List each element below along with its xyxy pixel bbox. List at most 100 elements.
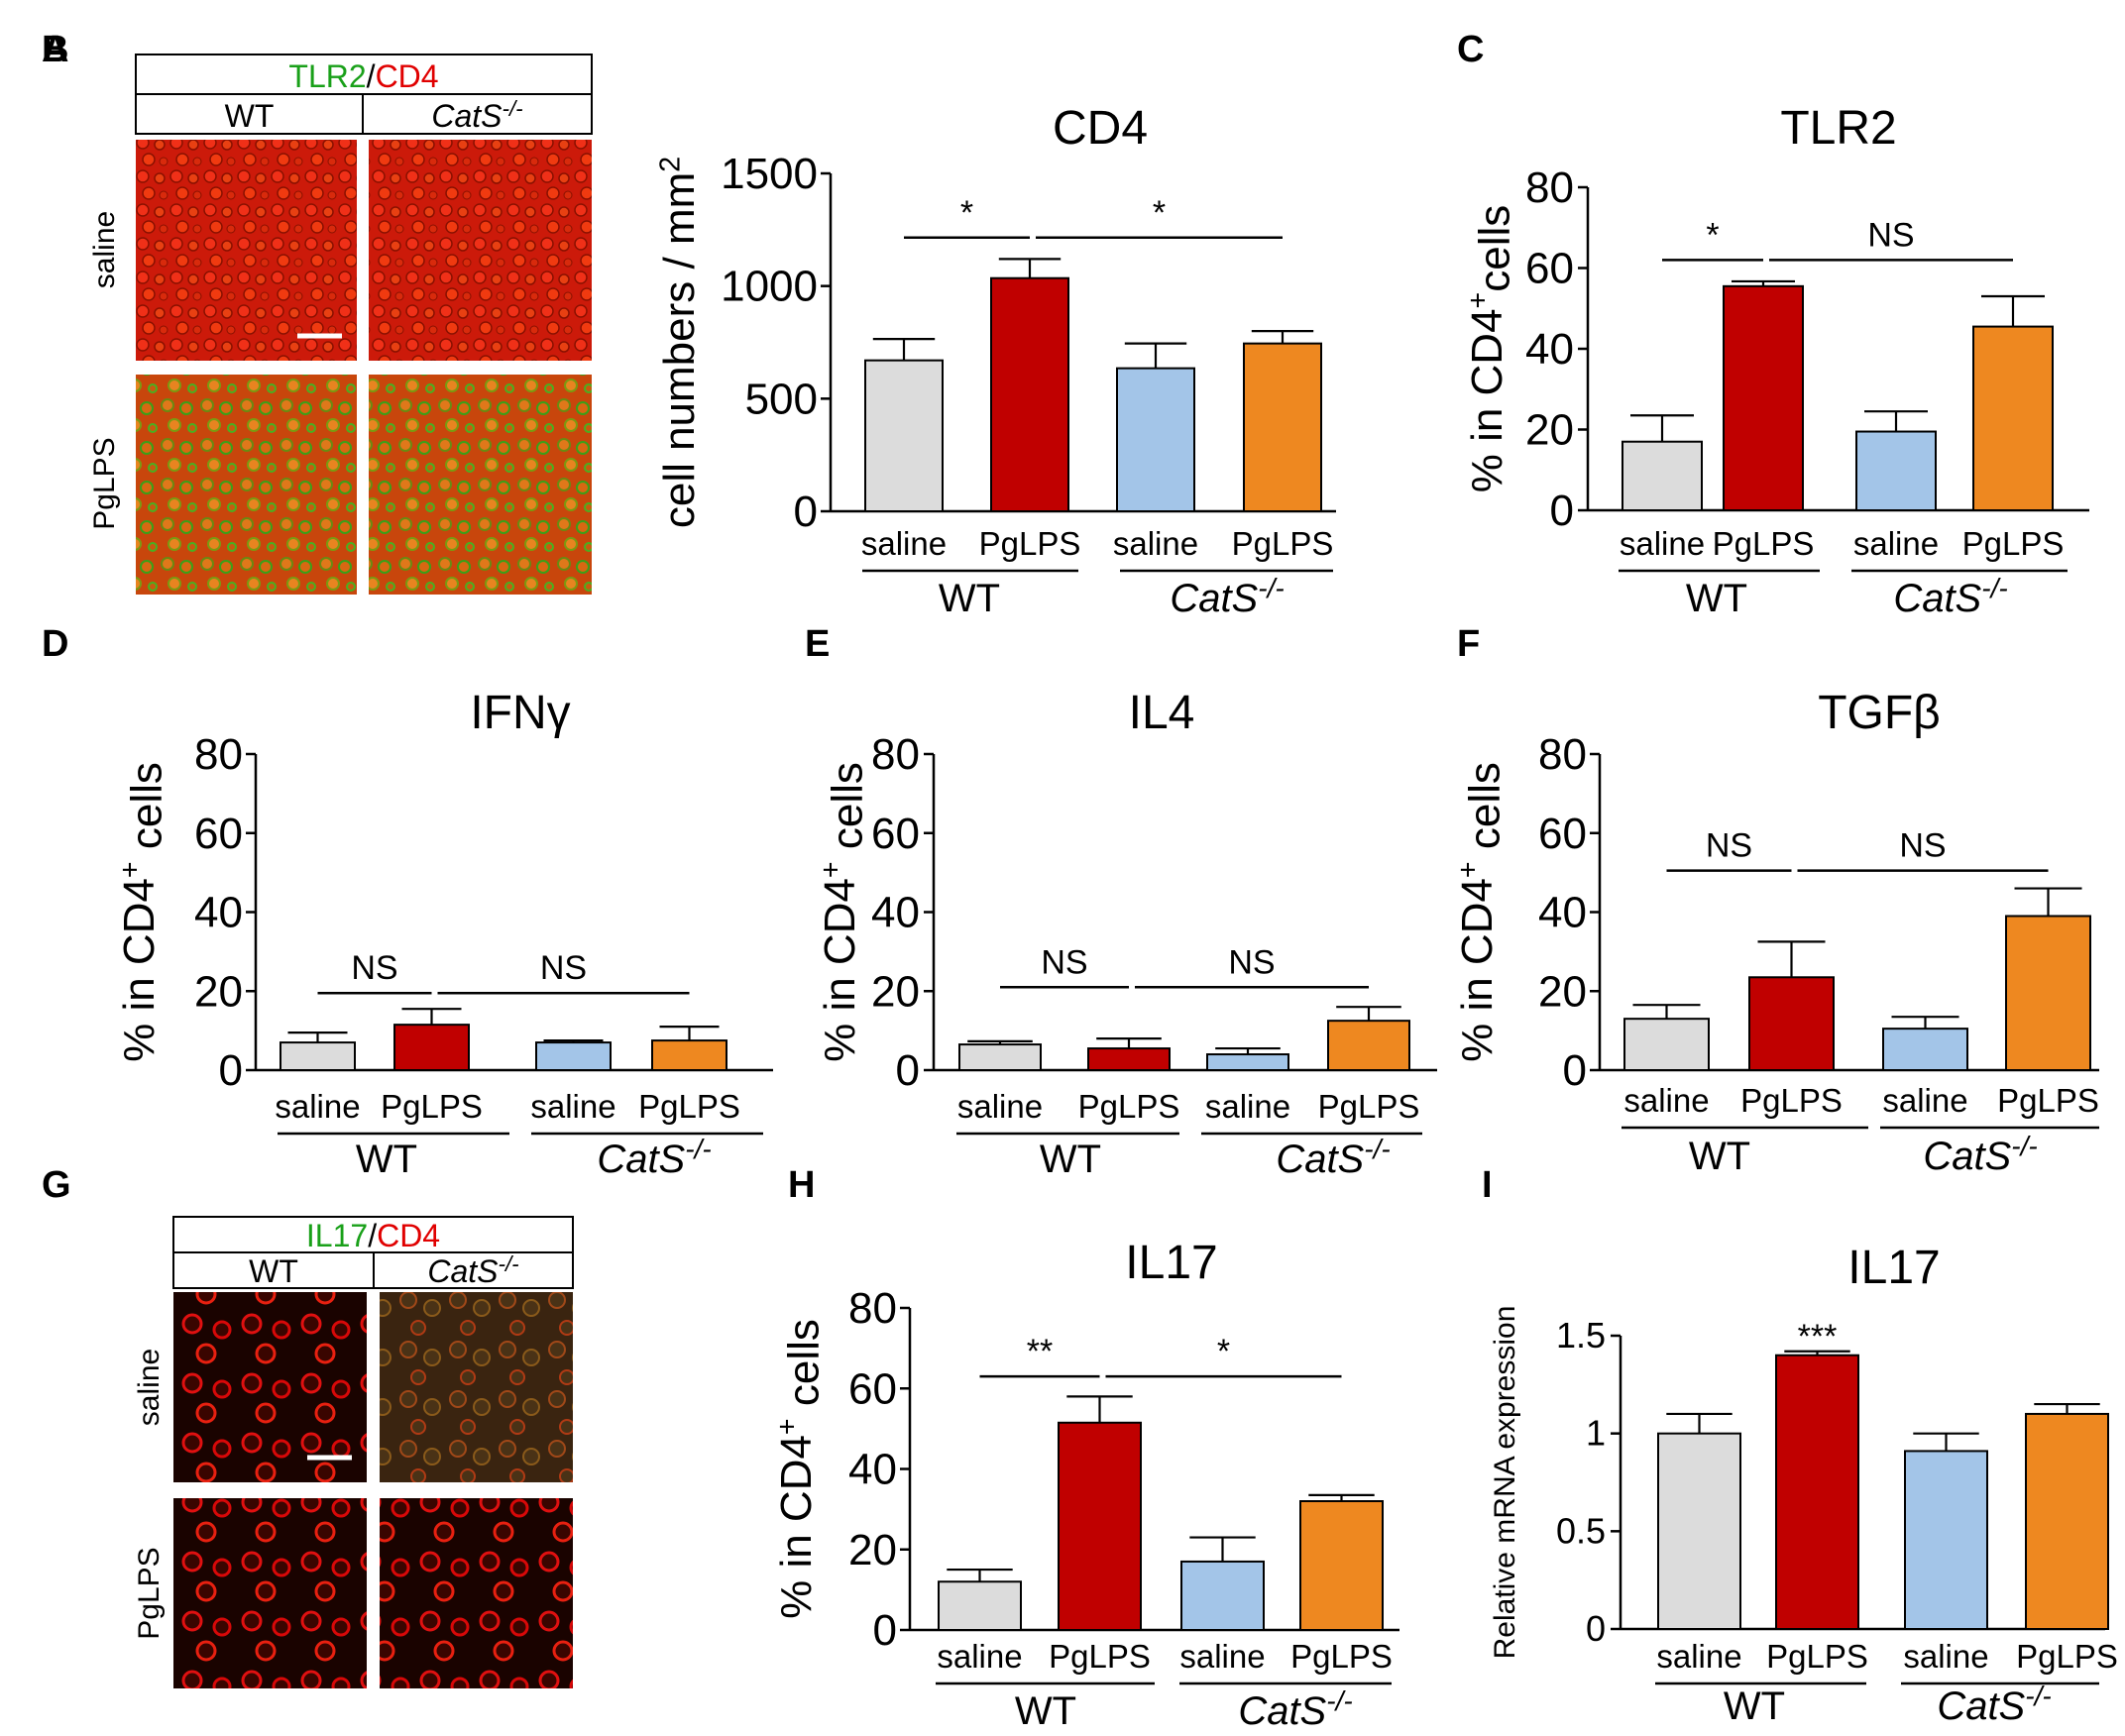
category-label: PgLPS — [1232, 525, 1334, 562]
group-label: WT — [1724, 1684, 1785, 1728]
chart-title: TGFβ — [1818, 687, 1941, 739]
significance-label: * — [1217, 1333, 1230, 1370]
significance-label: NS — [1867, 216, 1914, 254]
bar-3 — [1327, 1020, 1410, 1071]
panel-label-H: H — [788, 1164, 815, 1206]
y-tick-label: 0 — [1550, 487, 1574, 535]
panel-label-F: F — [1457, 623, 1480, 665]
bar-0 — [958, 1043, 1042, 1072]
category-label: saline — [1205, 1088, 1290, 1125]
y-tick-label: 0 — [1563, 1046, 1587, 1095]
chart-title: CD4 — [1053, 102, 1148, 155]
y-tick-label: 0 — [219, 1046, 243, 1095]
chart-D: D IFNγ 0 20 40 60 80 % in CD4+ cells saline PgLPS… — [42, 623, 773, 1181]
chart-H: H IL17 0 20 40 60 80 % in CD4+ cells saline PgLPS… — [772, 1164, 1399, 1733]
category-label: saline — [275, 1088, 360, 1125]
bar-0 — [1622, 440, 1703, 512]
category-label: saline — [937, 1638, 1022, 1675]
significance-label: NS — [1706, 827, 1752, 865]
bar-0 — [1657, 1432, 1741, 1630]
category-label: saline — [1656, 1638, 1741, 1675]
y-tick-label: 80 — [1538, 730, 1587, 779]
bar-3 — [2025, 1412, 2109, 1631]
category-label: saline — [1620, 525, 1705, 562]
category-label: PgLPS — [1318, 1088, 1420, 1125]
bar-1 — [990, 276, 1069, 512]
bar-2 — [1206, 1053, 1289, 1072]
significance-label: * — [1706, 216, 1719, 254]
row-label: saline — [133, 1349, 166, 1426]
bar-2 — [1180, 1560, 1265, 1631]
category-label: saline — [1903, 1638, 1988, 1675]
panel-label-A: A — [42, 29, 68, 70]
chart-title: IL17 — [1847, 1242, 1940, 1294]
group-label: WT — [1689, 1135, 1750, 1178]
micrograph-image — [380, 1292, 573, 1482]
chart-I: I IL17 0 0.5 1 1.5 Relative mRNA expression sal… — [1482, 1164, 2118, 1728]
category-label: PgLPS — [1740, 1082, 1843, 1119]
y-tick-label: 500 — [745, 375, 818, 423]
y-tick-label: 1 — [1586, 1413, 1606, 1454]
y-tick-label: 0 — [1586, 1608, 1606, 1649]
panel-label-I: I — [1482, 1164, 1493, 1206]
category-label: PgLPS — [1049, 1638, 1151, 1675]
category-label: PgLPS — [2016, 1638, 2118, 1675]
y-tick-label: 60 — [194, 810, 243, 858]
chart-title: IL4 — [1129, 687, 1195, 739]
column-label-wt: WT — [249, 1253, 298, 1289]
bar-0 — [280, 1041, 356, 1072]
y-tick-label: 80 — [1525, 163, 1574, 212]
bar-1 — [393, 1024, 470, 1072]
bar-2 — [535, 1041, 612, 1072]
group-label: WT — [1015, 1689, 1076, 1733]
y-tick-label: 80 — [848, 1284, 897, 1333]
y-tick-label: 40 — [1525, 325, 1574, 374]
bar-3 — [2005, 915, 2091, 1071]
bar-2 — [1904, 1450, 1988, 1630]
bar-1 — [1723, 284, 1804, 511]
y-tick-label: 0.5 — [1556, 1510, 1606, 1551]
bar-1 — [1087, 1047, 1171, 1071]
y-tick-label: 20 — [1538, 967, 1587, 1016]
column-label-cats: CatS-/- — [427, 1251, 518, 1289]
row-label: PgLPS — [133, 1547, 166, 1639]
micrograph-image — [380, 1498, 573, 1688]
stain-header: TLR2/CD4 — [288, 58, 438, 94]
y-tick-label: 0 — [896, 1046, 920, 1095]
group-label: CatS-/- — [1276, 1134, 1390, 1181]
y-tick-label: 1.5 — [1556, 1315, 1606, 1356]
y-tick-label: 20 — [194, 967, 243, 1016]
category-label: saline — [1179, 1638, 1265, 1675]
bar-1 — [1748, 976, 1835, 1072]
significance-label: * — [1153, 194, 1166, 232]
micrograph-image — [369, 375, 592, 595]
y-tick-label: 40 — [848, 1446, 897, 1494]
bar-2 — [1116, 367, 1195, 513]
y-axis-label: % in CD4+cells — [1463, 205, 1519, 493]
group-label: CatS-/- — [1170, 573, 1284, 620]
significance-label: ** — [1027, 1333, 1053, 1370]
bar-3 — [651, 1039, 727, 1071]
bar-3 — [1243, 342, 1322, 512]
chart-title: IL17 — [1125, 1237, 1217, 1289]
micrograph-panel-A: A TLR2/CD4 WT CatS-/- saline PgLPS — [42, 29, 593, 595]
category-label: PgLPS — [1290, 1638, 1393, 1675]
micrograph-image — [369, 140, 592, 361]
significance-label: NS — [1899, 827, 1946, 865]
y-tick-label: 20 — [848, 1526, 897, 1574]
y-tick-label: 0 — [873, 1606, 897, 1655]
group-label: CatS-/- — [1937, 1681, 2051, 1728]
y-axis-label: % in CD4+ cells — [816, 762, 872, 1062]
y-tick-label: 0 — [794, 488, 818, 536]
significance-label: NS — [1041, 943, 1087, 981]
category-label: PgLPS — [1962, 525, 2065, 562]
category-label: PgLPS — [1713, 525, 1815, 562]
bar-0 — [864, 359, 944, 513]
panel-label-B: B — [42, 29, 68, 70]
category-label: PgLPS — [979, 525, 1081, 562]
y-tick-label: 40 — [194, 889, 243, 937]
group-label: CatS-/- — [597, 1134, 711, 1181]
chart-title: IFNγ — [470, 687, 570, 739]
